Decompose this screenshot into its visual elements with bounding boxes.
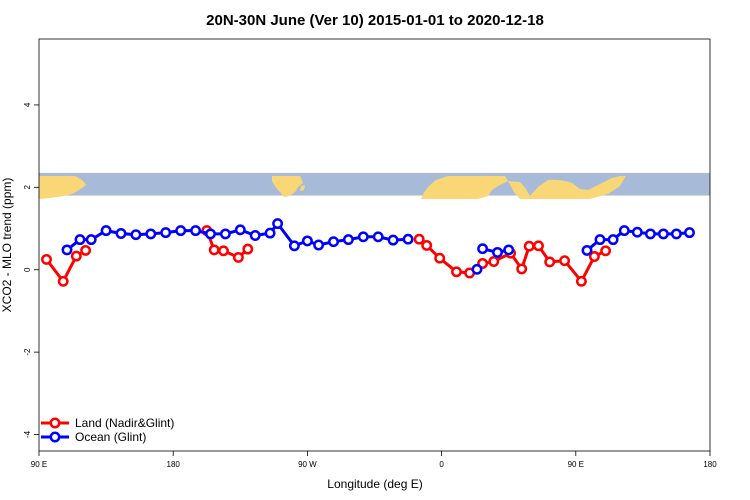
data-point-ocean [175,225,187,237]
x-tick-label: 180 [703,460,717,469]
legend-label-ocean: Ocean (Glint) [75,430,146,444]
y-axis: -4 -2 0 2 4 [23,102,39,438]
legend-label-land: Land (Nadir&Glint) [75,416,174,430]
data-point-ocean [61,244,73,256]
data-point-ocean [313,239,325,251]
data-point-ocean [581,244,593,256]
legend[interactable]: Land (Nadir&Glint) Ocean (Glint) [41,416,174,444]
data-point-ocean [402,233,414,245]
world-map-strip [39,172,710,199]
data-point-land [413,233,425,245]
land-caribbean [300,185,305,191]
data-point-land [218,245,229,257]
data-point-land [208,244,220,256]
data-point-ocean [115,228,127,239]
data-point-land [523,240,535,252]
land-south-asia [508,176,626,199]
data-point-ocean [301,235,313,247]
x-tick-label: 90 E [568,460,584,469]
y-tick-label: 2 [23,185,32,190]
x-axis-label: Longitude (deg E) [327,477,422,491]
chart-title: 20N-30N June (Ver 10) 2015-01-01 to 2020… [206,12,544,29]
data-point-ocean [264,227,276,239]
data-point-ocean [618,225,630,237]
land-north-america [272,176,303,197]
data-point-ocean [631,226,643,238]
x-tick-label: 90 E [31,460,47,469]
data-point-ocean [607,234,619,246]
plot-frame [38,38,711,452]
data-point-ocean [234,224,246,236]
data-point-ocean [684,227,695,239]
data-point-land [80,244,92,256]
data-point-land [57,275,69,287]
map-land-shapes [39,176,626,199]
legend-item-ocean[interactable]: Ocean (Glint) [41,430,146,444]
y-axis-label: XCO2 - MLO trend (ppm) [0,178,14,313]
x-axis: 90 E 180 90 W 0 90 E 180 [31,451,717,469]
data-point-ocean [670,228,682,240]
y-tick-label: 0 [23,267,32,272]
data-point-ocean [357,231,369,243]
x-tick-label: 0 [439,460,444,469]
data-point-ocean [160,227,172,239]
data-point-land [434,252,446,264]
data-point-ocean [594,234,606,246]
y-tick-label: 4 [23,102,32,107]
data-point-ocean [249,230,261,241]
data-point-land [242,243,254,255]
data-point-ocean [657,228,669,240]
series-line-land [418,238,607,283]
data-point-ocean [387,234,399,246]
data-point-land [70,250,82,262]
data-point-land [421,239,433,251]
land-asia-pacific [39,176,86,199]
data-point-land [451,266,462,278]
data-point-land [559,255,571,267]
data-point-land [488,256,500,267]
data-point-ocean [85,234,97,246]
series-layer [41,218,695,287]
data-point-ocean [130,229,142,241]
land-africa-arabia [421,176,508,199]
legend-marker-land [49,417,61,429]
data-point-ocean [477,243,489,255]
x-tick-label: 90 W [298,460,317,469]
x-tick-label: 180 [167,460,181,469]
data-point-land [232,251,244,263]
data-point-ocean [503,244,515,256]
data-point-ocean [342,234,354,246]
y-tick-label: -2 [23,348,32,356]
series-line-land [45,249,87,283]
data-point-land [600,245,612,257]
y-tick-label: -4 [23,430,32,438]
data-point-ocean [190,225,202,237]
data-point-ocean [288,240,300,252]
data-point-ocean [644,228,656,240]
data-point-ocean [372,231,384,243]
legend-marker-ocean [49,431,61,443]
data-point-ocean [328,236,339,248]
data-point-land [41,253,52,265]
data-point-ocean [145,228,157,240]
data-point-ocean [492,246,503,258]
data-point-ocean [272,218,284,230]
data-point-land [544,256,556,268]
legend-item-land[interactable]: Land (Nadir&Glint) [41,416,174,430]
data-point-land [588,251,600,262]
data-point-ocean [205,228,216,240]
data-point-ocean [100,225,112,237]
data-point-ocean [74,234,86,246]
data-point-land [575,275,587,287]
data-point-land [516,263,528,275]
data-point-ocean [219,228,231,240]
data-point-land [533,240,544,252]
data-point-ocean [471,263,483,275]
